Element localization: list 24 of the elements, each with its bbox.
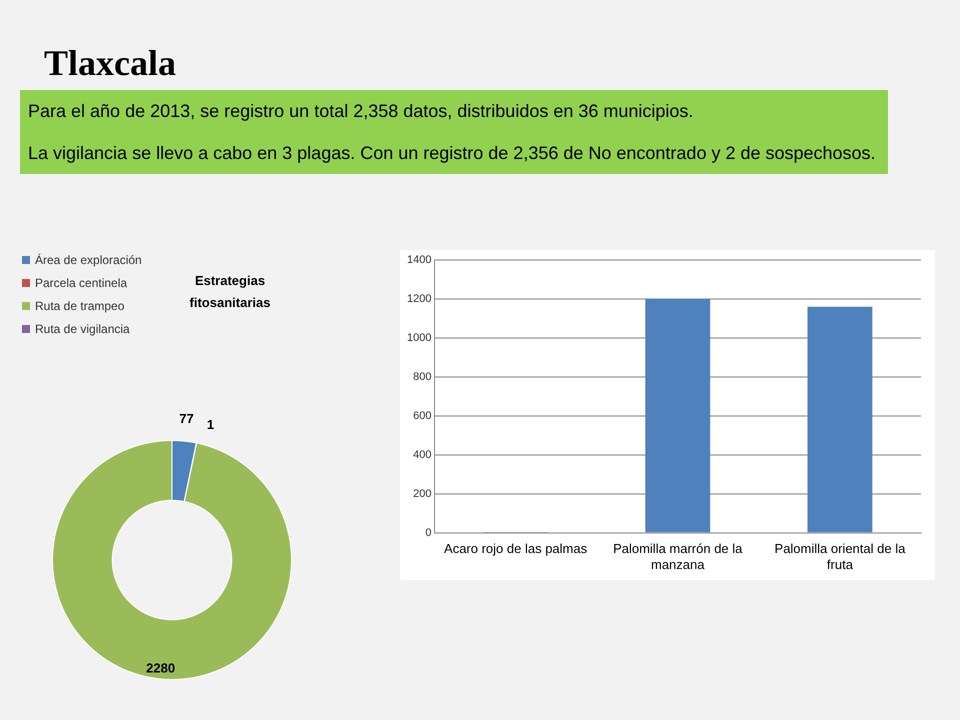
text: Para el año de 2013, se registro un total 2,358 datos, distribuidos en 36 municipios. xyxy=(28,100,694,123)
y-tick-label: 1200 xyxy=(406,293,432,306)
y-tick-label: 0 xyxy=(425,526,432,539)
y-tick-label: 1400 xyxy=(406,254,432,266)
data-label: 1 xyxy=(206,417,214,432)
bar xyxy=(645,298,710,532)
text: Estrategias fitosanitarias xyxy=(188,272,272,312)
y-tick-label: 1000 xyxy=(406,332,432,344)
x-tick-label: Palomilla marrón de la manzana xyxy=(613,541,744,572)
data-label: 77 xyxy=(179,410,194,426)
y-tick-label: 400 xyxy=(413,448,432,461)
text: La vigilancia se llevo a cabo en 3 plagas. Con un registro de 2,356 de No encontrado y 2 de sospechosos. xyxy=(28,142,877,165)
legend-label: Ruta de vigilancia xyxy=(35,322,130,336)
legend-label: Área de exploración xyxy=(35,252,142,266)
data-label: 2280 xyxy=(146,660,176,676)
text: Tlaxcala xyxy=(44,42,176,84)
legend-label: Ruta de trampeo xyxy=(35,298,124,312)
bar xyxy=(807,306,872,532)
legend-label: Parcela centinela xyxy=(35,276,128,290)
y-tick-label: 200 xyxy=(413,488,432,500)
x-tick-label: Palomilla oriental de la fruta xyxy=(774,541,906,572)
y-tick-label: 800 xyxy=(413,370,432,383)
x-tick-label: Acaro rojo de las palmas xyxy=(444,541,588,556)
y-tick-label: 600 xyxy=(413,410,432,422)
